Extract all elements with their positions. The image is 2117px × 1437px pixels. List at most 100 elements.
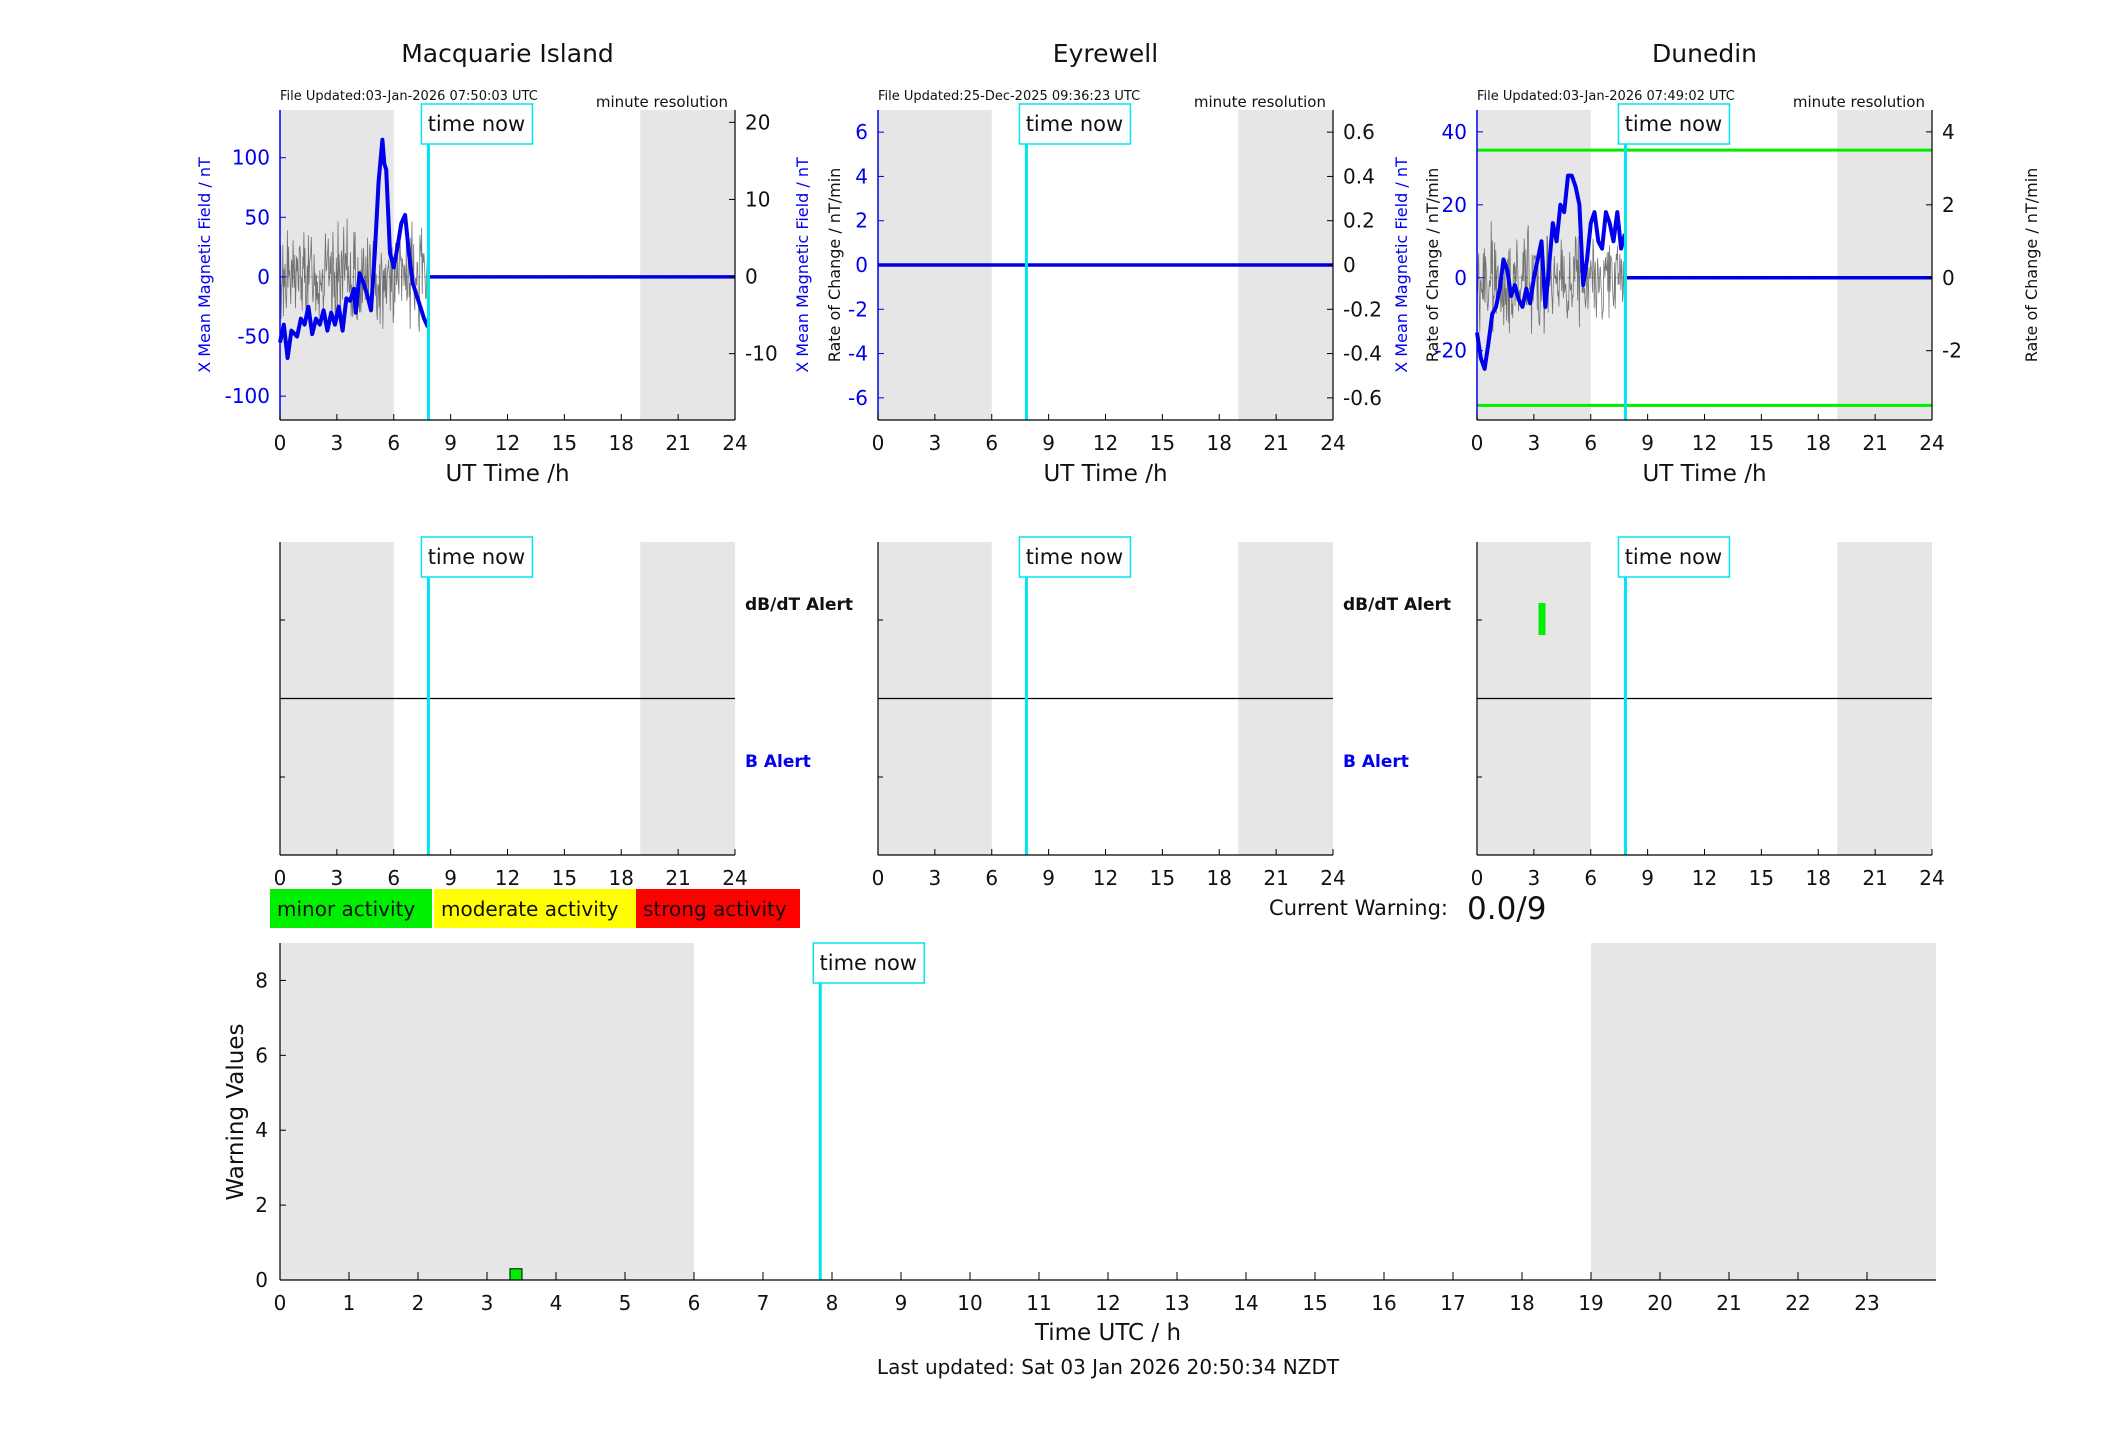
x-tick-label: 12 xyxy=(495,866,520,890)
night-shading xyxy=(280,943,694,1280)
x-tick-label: 12 xyxy=(495,431,520,455)
right-tick-label: -0.6 xyxy=(1343,386,1382,410)
x-tick-label: 15 xyxy=(1150,866,1175,890)
x-tick-label: 15 xyxy=(1749,431,1774,455)
left-tick-label: -100 xyxy=(225,384,270,408)
x-tick-label: 21 xyxy=(1862,866,1887,890)
x-tick-label: 15 xyxy=(1150,431,1175,455)
x-tick-label: 9 xyxy=(1042,866,1055,890)
time-now-label: time now xyxy=(1625,545,1722,569)
x-tick-label: 24 xyxy=(1320,866,1345,890)
right-y-label: Rate of Change / nT/min xyxy=(1423,168,1442,363)
x-tick-label: 9 xyxy=(444,866,457,890)
station-title: Macquarie Island xyxy=(401,39,614,68)
x-tick-label: 6 xyxy=(1584,431,1597,455)
night-shading xyxy=(1591,943,1936,1280)
x-tick-label: 6 xyxy=(1584,866,1597,890)
x-tick-label: 14 xyxy=(1233,1291,1258,1315)
left-tick-label: -4 xyxy=(848,342,868,366)
alert-panel-1: time now 0 3 6 9 12 15 18 21 24 dB/dT Alert B Alert xyxy=(872,536,1451,890)
x-tick-label: 6 xyxy=(387,866,400,890)
left-tick-label: 50 xyxy=(245,205,270,229)
right-tick-label: 10 xyxy=(745,187,770,211)
x-tick-label: 18 xyxy=(1207,866,1232,890)
alert-panel-2: time now 0 3 6 9 12 15 18 21 24 xyxy=(1471,536,1945,890)
x-tick-label: 18 xyxy=(609,866,634,890)
alert-panel-0: time now 0 3 6 9 12 15 18 21 24 dB/dT Alert B Alert xyxy=(274,536,853,890)
left-tick-label: 20 xyxy=(1442,193,1467,217)
x-mean-series xyxy=(278,137,430,360)
x-tick-label: 6 xyxy=(688,1291,701,1315)
y-tick-label: 2 xyxy=(255,1193,268,1217)
x-axis-label: Time UTC / h xyxy=(1034,1320,1181,1346)
left-tick-label: -50 xyxy=(237,325,270,349)
x-tick-label: 3 xyxy=(481,1291,494,1315)
resolution-label: minute resolution xyxy=(1793,93,1925,111)
x-tick-label: 12 xyxy=(1692,866,1717,890)
x-tick-label: 12 xyxy=(1093,866,1118,890)
x-tick-label: 10 xyxy=(957,1291,982,1315)
x-tick-label: 19 xyxy=(1578,1291,1603,1315)
time-now-label: time now xyxy=(428,545,525,569)
x-tick-label: 21 xyxy=(1716,1291,1741,1315)
x-tick-label: 0 xyxy=(1471,431,1484,455)
x-axis-label: UT Time /h xyxy=(445,461,569,487)
x-tick-label: 1 xyxy=(343,1291,356,1315)
y-tick-label: 4 xyxy=(255,1118,268,1142)
b-alert-label: B Alert xyxy=(1343,752,1409,772)
x-tick-label: 21 xyxy=(1862,431,1887,455)
left-tick-label: 40 xyxy=(1442,120,1467,144)
x-tick-label: 5 xyxy=(619,1291,632,1315)
x-tick-label: 2 xyxy=(412,1291,425,1315)
x-tick-label: 7 xyxy=(757,1291,770,1315)
station-panel-0: Macquarie Island File Updated:03-Jan-2026… xyxy=(195,39,844,487)
minor-legend-label: minor activity xyxy=(277,897,415,921)
x-tick-label: 23 xyxy=(1854,1291,1879,1315)
right-tick-label: 20 xyxy=(745,110,770,134)
y-tick-label: 6 xyxy=(255,1043,268,1067)
x-tick-label: 12 xyxy=(1095,1291,1120,1315)
x-tick-label: 21 xyxy=(1263,866,1288,890)
x-tick-label: 9 xyxy=(895,1291,908,1315)
time-now-label: time now xyxy=(1026,545,1123,569)
x-tick-label: 15 xyxy=(1749,866,1774,890)
x-tick-label: 6 xyxy=(387,431,400,455)
current-warning-value: 0.0/9 xyxy=(1467,891,1546,927)
right-tick-label: -2 xyxy=(1942,339,1962,363)
b-alert-label: B Alert xyxy=(745,752,811,772)
strong-legend-label: strong activity xyxy=(643,897,787,921)
activity-legend: minor activity moderate activity strong ac… xyxy=(270,889,800,928)
left-y-label: X Mean Magnetic Field / nT xyxy=(793,157,812,373)
right-tick-label: 4 xyxy=(1942,120,1955,144)
minor-legend-swatch xyxy=(270,889,432,928)
x-axis-label: UT Time /h xyxy=(1642,461,1766,487)
time-now-box xyxy=(420,103,534,145)
x-tick-label: 8 xyxy=(826,1291,839,1315)
x-tick-label: 3 xyxy=(331,866,344,890)
x-tick-label: 18 xyxy=(1509,1291,1534,1315)
x-axis-label: UT Time /h xyxy=(1043,461,1167,487)
left-tick-label: 0 xyxy=(855,253,868,277)
time-now-box xyxy=(420,536,534,578)
file-updated-label: File Updated:03-Jan-2026 07:50:03 UTC xyxy=(280,89,538,104)
x-tick-label: 13 xyxy=(1164,1291,1189,1315)
left-tick-label: -2 xyxy=(848,297,868,321)
x-tick-label: 0 xyxy=(1471,866,1484,890)
left-y-label: X Mean Magnetic Field / nT xyxy=(1392,157,1411,373)
x-tick-label: 0 xyxy=(872,866,885,890)
x-tick-label: 21 xyxy=(1263,431,1288,455)
left-y-label: X Mean Magnetic Field / nT xyxy=(195,157,214,373)
x-tick-label: 20 xyxy=(1647,1291,1672,1315)
file-updated-label: File Updated:25-Dec-2025 09:36:23 UTC xyxy=(878,89,1140,104)
dbdt-alert-label: dB/dT Alert xyxy=(745,595,853,615)
left-tick-label: 100 xyxy=(232,146,270,170)
right-y-label: Rate of Change / nT/min xyxy=(2022,168,2041,363)
left-tick-label: 4 xyxy=(855,164,868,188)
right-tick-label: -10 xyxy=(745,342,778,366)
x-tick-label: 18 xyxy=(1806,866,1831,890)
x-tick-label: 6 xyxy=(985,431,998,455)
x-tick-label: 17 xyxy=(1440,1291,1465,1315)
station-panel-1: Eyrewell File Updated:25-Dec-2025 09:36:2… xyxy=(793,39,1442,487)
resolution-label: minute resolution xyxy=(596,93,728,111)
right-tick-label: 0.2 xyxy=(1343,209,1375,233)
